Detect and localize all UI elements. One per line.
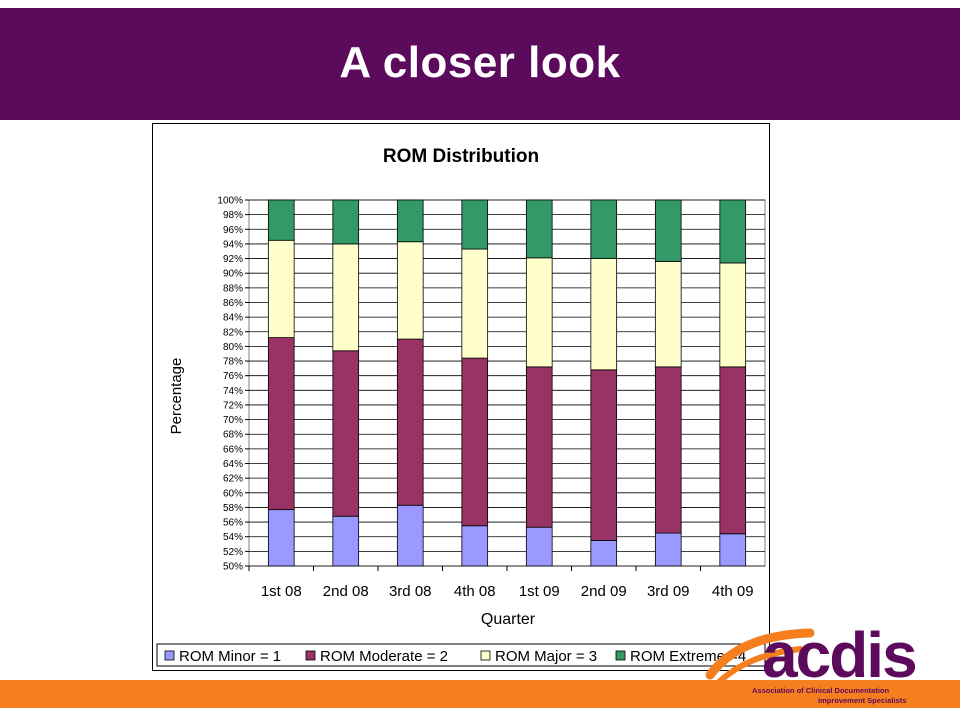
y-tick-label: 96% (223, 225, 243, 236)
plot-area (248, 199, 766, 567)
y-tick-label: 70% (223, 415, 243, 426)
bottom-stripe (0, 680, 960, 708)
y-tick-label: 80% (223, 342, 243, 353)
bar-segment (590, 258, 618, 371)
bar-segment (525, 257, 553, 368)
bar-segment (461, 357, 489, 527)
legend-swatch (164, 650, 175, 661)
y-tick-label: 100% (217, 196, 243, 207)
legend: ROM Minor = 1 ROM Moderate = 2 ROM Major =… (156, 643, 766, 667)
title-bar (0, 8, 960, 120)
svg-text:Improvement Specialists: Improvement Specialists (818, 696, 906, 705)
legend-swatch (305, 650, 316, 661)
x-tick-label: 2nd 08 (323, 583, 369, 600)
bar-segment (267, 509, 295, 567)
bar-segment (654, 366, 682, 534)
bar-segment (461, 199, 489, 250)
bar-segment (719, 533, 747, 567)
x-tick-label: 2nd 09 (581, 583, 627, 600)
y-tick-label: 60% (223, 488, 243, 499)
legend-label: ROM Major = 3 (495, 648, 597, 665)
x-tick-label: 4th 09 (712, 583, 754, 600)
y-tick-label: 66% (223, 444, 243, 455)
rom-distribution-chart: ROM Distribution 50% 52% 54% 56% 58% 60% 62% 64… (156, 146, 766, 667)
chart-title: ROM Distribution (383, 146, 539, 167)
y-tick-label: 68% (223, 430, 243, 441)
bar-segment (396, 504, 424, 567)
bar-segment (332, 199, 360, 245)
bar-segment (654, 261, 682, 368)
y-tick-label: 86% (223, 298, 243, 309)
y-tick-label: 54% (223, 532, 243, 543)
legend-label: ROM Minor = 1 (179, 648, 281, 665)
x-tick-label: 1st 09 (519, 583, 560, 600)
bar-segment (590, 199, 618, 259)
bar-segment (719, 366, 747, 535)
legend-label: ROM Moderate = 2 (320, 648, 448, 665)
bar-segment (267, 199, 295, 241)
bar-segment (396, 199, 424, 243)
y-tick-label: 50% (223, 562, 243, 573)
x-axis-label: Quarter (481, 611, 536, 628)
legend-swatch (615, 650, 626, 661)
bar-segment (267, 337, 295, 511)
y-tick-label: 82% (223, 327, 243, 338)
bar-segment (719, 199, 747, 264)
svg-text:acdis: acdis (762, 619, 916, 691)
gridlines (245, 199, 766, 571)
bar-segment (396, 338, 424, 506)
bar-segment (654, 199, 682, 262)
bar-segment (590, 369, 618, 541)
bar-segment (654, 532, 682, 567)
y-tick-label: 76% (223, 371, 243, 382)
legend-swatch (480, 650, 491, 661)
y-tick-label: 78% (223, 357, 243, 368)
bar-segment (525, 366, 553, 528)
bar-segment (396, 241, 424, 340)
bar-segment (719, 262, 747, 368)
bar-segment (461, 248, 489, 359)
y-tick-label: 64% (223, 459, 243, 470)
y-tick-label: 88% (223, 283, 243, 294)
y-tick-label: 58% (223, 503, 243, 514)
acdis-logo: acdis Association of Clinical Documentat… (700, 615, 940, 710)
y-tick-label: 52% (223, 547, 243, 558)
y-tick-label: 72% (223, 400, 243, 411)
x-tick-label: 3rd 08 (389, 583, 432, 600)
y-tick-label: 84% (223, 313, 243, 324)
slide-title: A closer look (339, 38, 621, 87)
svg-text:Association of Clinical Docume: Association of Clinical Documentation (752, 686, 890, 695)
acdis-logo-mark: acdis Association of Clinical Documentat… (705, 619, 918, 705)
y-tick-label: 90% (223, 269, 243, 280)
bar-segment (332, 243, 360, 352)
bar-segment (461, 525, 489, 567)
x-tick-label: 4th 08 (454, 583, 496, 600)
y-tick-label: 74% (223, 386, 243, 397)
y-tick-label: 94% (223, 239, 243, 250)
y-axis-label: Percentage (168, 358, 185, 435)
bar-segment (525, 199, 553, 259)
bar-segment (590, 539, 618, 567)
y-tick-label: 98% (223, 210, 243, 221)
x-tick-labels: 1st 08 2nd 08 3rd 08 4th 08 1st 09 2nd 09 3rd … (261, 583, 754, 600)
y-tick-label: 62% (223, 474, 243, 485)
x-tick-label: 1st 08 (261, 583, 302, 600)
bar-segment (332, 350, 360, 517)
bar-segment (267, 239, 295, 339)
y-tick-label: 56% (223, 518, 243, 529)
bars (267, 199, 747, 567)
bar-segment (332, 515, 360, 567)
x-tick-label: 3rd 09 (647, 583, 690, 600)
y-tick-label: 92% (223, 254, 243, 265)
y-tick-labels: 50% 52% 54% 56% 58% 60% 62% 64% 66% 68% 70% 72% 74% 7… (217, 196, 243, 573)
bar-segment (525, 526, 553, 567)
chart-frame: ROM Distribution 50% 52% 54% 56% 58% 60% 62% 64… (152, 123, 770, 671)
